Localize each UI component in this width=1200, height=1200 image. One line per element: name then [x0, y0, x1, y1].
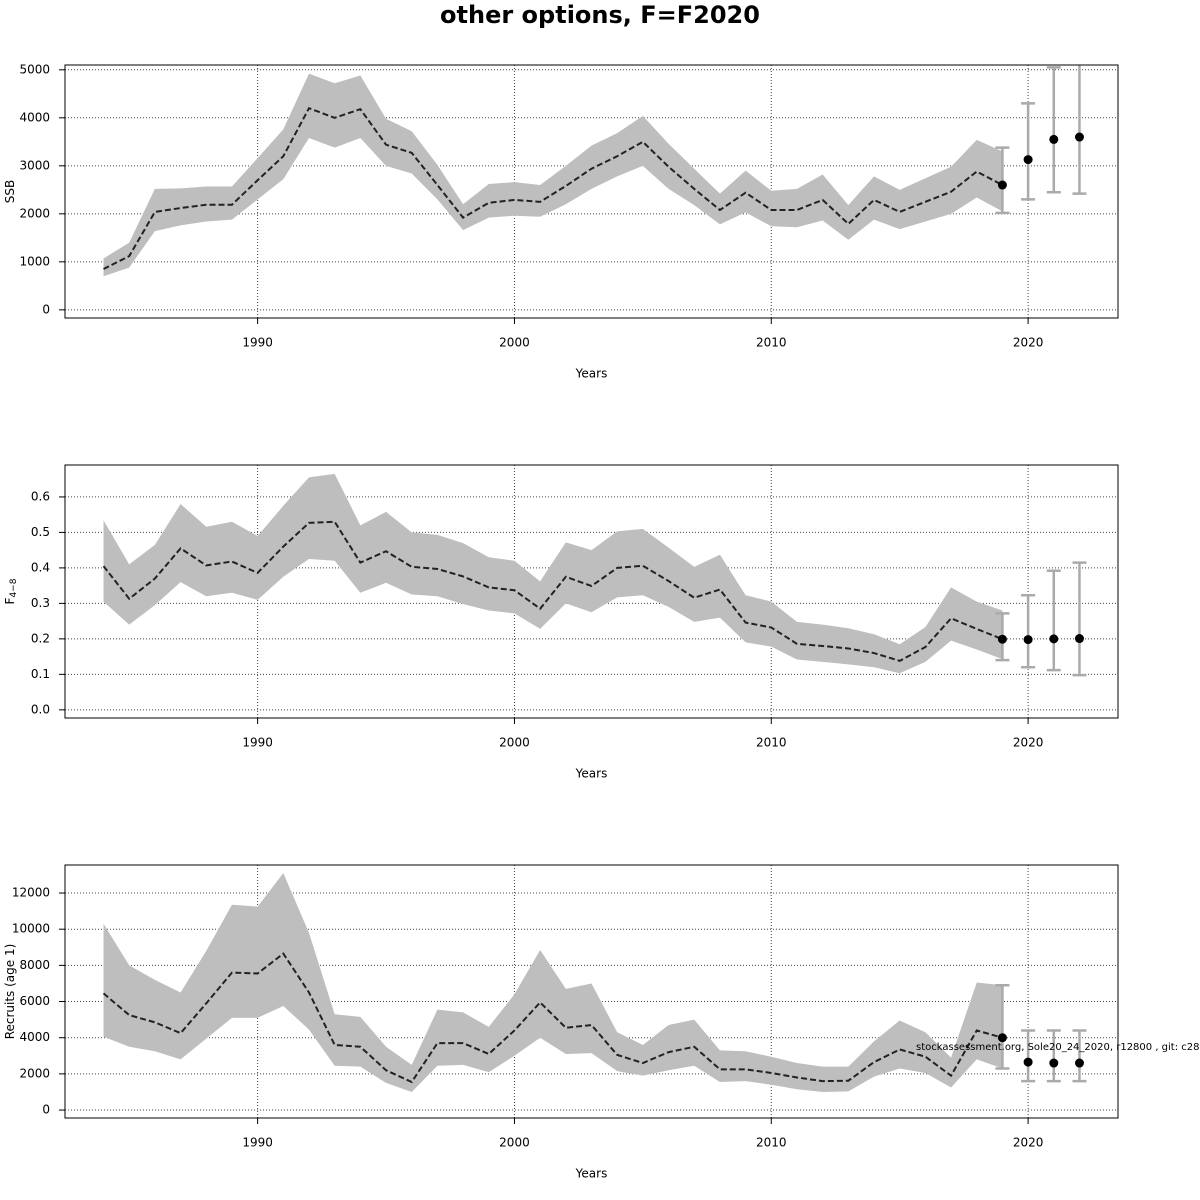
- error-bar: [995, 146, 1010, 215]
- projection-point: [1074, 1058, 1084, 1068]
- x-tick-label: 2000: [499, 336, 530, 350]
- projection-point: [1023, 155, 1033, 165]
- projection-point: [1074, 132, 1084, 142]
- x-axis-label: Years: [575, 367, 608, 381]
- y-tick-label: 4000: [19, 1030, 50, 1044]
- y-axis-label-main: SSB: [3, 180, 17, 203]
- annotation: stockassessment.org, Sole20_24_2020, r12…: [916, 1042, 1200, 1053]
- x-tick-label: 1990: [242, 1136, 273, 1150]
- projection-point: [997, 1033, 1007, 1043]
- error-bar: [1072, 65, 1087, 195]
- x-tick-label: 2010: [756, 336, 787, 350]
- x-tick-label: 2010: [756, 736, 787, 750]
- error-bar: [1046, 569, 1061, 672]
- y-tick-label: 0.4: [31, 560, 50, 574]
- y-tick-label: 10000: [12, 922, 50, 936]
- x-tick-label: 1990: [242, 336, 273, 350]
- y-tick-label: 3000: [19, 158, 50, 172]
- y-tick-label: 6000: [19, 994, 50, 1008]
- y-tick-label: 8000: [19, 958, 50, 972]
- plot-frame: [64, 864, 1119, 1119]
- error-bar: [1046, 66, 1061, 194]
- error-bar: [1021, 593, 1036, 669]
- error-bar: [1072, 1029, 1087, 1083]
- x-axis-label: Years: [575, 1167, 608, 1181]
- error-bar: [1072, 561, 1087, 677]
- error-bar: [1021, 102, 1036, 201]
- y-tick-label: 12000: [12, 886, 50, 900]
- estimate-line: [102, 520, 1003, 662]
- y-tick-label: 0.2: [31, 631, 50, 645]
- y-tick-label: 4000: [19, 110, 50, 124]
- projection-point: [1074, 634, 1084, 644]
- x-tick-label: 2020: [1013, 736, 1044, 750]
- y-tick-label: 1000: [19, 254, 50, 268]
- y-tick-label: 0: [42, 1103, 50, 1117]
- estimate-line: [103, 106, 1003, 270]
- error-bar: [995, 984, 1010, 1070]
- y-tick-label: 0.1: [31, 667, 50, 681]
- projection-point: [1049, 134, 1059, 144]
- x-tick-label: 2000: [499, 736, 530, 750]
- y-tick-label: 0: [42, 302, 50, 316]
- projection-point: [1023, 635, 1033, 645]
- y-axis-label: SSB: [3, 180, 17, 203]
- y-tick-label: 0.6: [31, 489, 50, 503]
- y-axis-label: F4−8: [3, 578, 19, 604]
- error-bar: [1021, 1029, 1036, 1083]
- y-tick-label: 0.0: [31, 702, 50, 716]
- x-tick-label: 1990: [242, 736, 273, 750]
- error-bar: [1046, 1029, 1061, 1083]
- confidence-band: [103, 73, 1003, 277]
- panel: 1990 2000 2010 2020 0.0 0.1 0.2 0.3 0.4 0.5 0.6 Yea…: [3, 464, 1119, 781]
- panel: 1990 2000 2010 2020 0 1000 2000 3000 4000 5000 Yea…: [3, 62, 1119, 381]
- estimate-line: [102, 952, 1003, 1084]
- y-tick-label: 2000: [19, 206, 50, 220]
- x-tick-label: 2020: [1013, 1136, 1044, 1150]
- confidence-band: [103, 473, 1003, 674]
- y-tick-label: 0.5: [31, 525, 50, 539]
- projection-point: [1049, 1058, 1059, 1068]
- x-axis-label: Years: [575, 767, 608, 781]
- projection-point: [997, 180, 1007, 190]
- y-axis-label-sub: 4−8: [9, 578, 19, 597]
- y-tick-label: 2000: [19, 1066, 50, 1080]
- x-tick-label: 2020: [1013, 336, 1044, 350]
- y-axis-label-main: F: [3, 597, 17, 604]
- y-axis-label-main: Recruits (age 1): [3, 944, 17, 1040]
- projection-point: [997, 634, 1007, 644]
- confidence-band: [103, 873, 1003, 1092]
- x-tick-label: 2010: [756, 1136, 787, 1150]
- plot-frame: [64, 64, 1119, 319]
- y-axis-label: Recruits (age 1): [3, 944, 17, 1040]
- projection-point: [1049, 634, 1059, 644]
- y-tick-label: 0.3: [31, 596, 50, 610]
- x-tick-label: 2000: [499, 1136, 530, 1150]
- figure-title: other options, F=F2020: [440, 1, 760, 29]
- panel: 1990 2000 2010 2020 0 2000 4000 6000 8000 10000 12…: [3, 864, 1200, 1181]
- y-tick-label: 5000: [19, 62, 50, 76]
- projection-point: [1023, 1057, 1033, 1067]
- plot-frame: [64, 464, 1119, 719]
